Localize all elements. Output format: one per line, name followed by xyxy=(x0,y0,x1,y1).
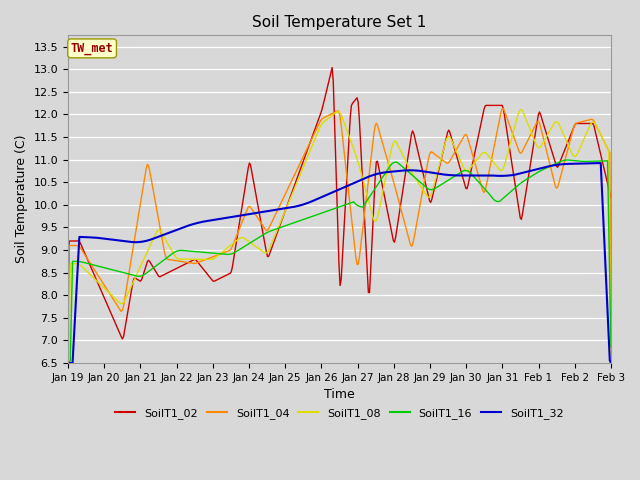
Line: SoilT1_32: SoilT1_32 xyxy=(68,163,611,363)
SoilT1_08 xyxy=(558,129,566,134)
Legend: SoilT1_02, SoilT1_04, SoilT1_08, SoilT1_16, SoilT1_32: SoilT1_02, SoilT1_04, SoilT1_08, SoilT1_… xyxy=(111,403,568,423)
SoilT1_16 xyxy=(564,157,572,163)
SoilT1_02 xyxy=(64,360,72,366)
SoilT1_32 xyxy=(368,173,376,179)
SoilT1_16 xyxy=(394,160,402,166)
SoilT1_04 xyxy=(558,168,566,173)
Line: SoilT1_02: SoilT1_02 xyxy=(68,68,611,363)
SoilT1_08 xyxy=(233,238,241,243)
SoilT1_08 xyxy=(518,107,525,112)
Title: Soil Temperature Set 1: Soil Temperature Set 1 xyxy=(252,15,427,30)
SoilT1_08 xyxy=(463,168,471,174)
SoilT1_08 xyxy=(368,210,376,216)
X-axis label: Time: Time xyxy=(324,388,355,401)
SoilT1_32 xyxy=(463,173,471,179)
SoilT1_04 xyxy=(607,319,615,324)
SoilT1_04 xyxy=(394,195,402,201)
SoilT1_02 xyxy=(558,153,566,159)
Text: TW_met: TW_met xyxy=(71,42,113,55)
SoilT1_32 xyxy=(293,204,301,209)
SoilT1_32 xyxy=(394,168,402,174)
SoilT1_02 xyxy=(607,195,615,201)
SoilT1_02 xyxy=(293,176,301,181)
SoilT1_02 xyxy=(233,236,241,241)
SoilT1_16 xyxy=(293,219,301,225)
SoilT1_04 xyxy=(463,133,471,139)
SoilT1_04 xyxy=(368,149,376,155)
Line: SoilT1_04: SoilT1_04 xyxy=(68,108,611,363)
SoilT1_08 xyxy=(607,351,615,357)
SoilT1_08 xyxy=(394,142,402,148)
SoilT1_16 xyxy=(368,191,376,196)
SoilT1_16 xyxy=(557,158,565,164)
SoilT1_32 xyxy=(597,160,605,166)
SoilT1_02 xyxy=(395,213,403,218)
SoilT1_04 xyxy=(293,167,301,173)
SoilT1_08 xyxy=(64,360,72,366)
Y-axis label: Soil Temperature (C): Soil Temperature (C) xyxy=(15,135,28,264)
SoilT1_02 xyxy=(369,221,377,227)
SoilT1_02 xyxy=(464,182,472,188)
SoilT1_32 xyxy=(233,213,241,219)
SoilT1_16 xyxy=(463,168,471,174)
SoilT1_32 xyxy=(607,360,615,366)
SoilT1_02 xyxy=(328,65,336,71)
SoilT1_08 xyxy=(293,180,301,185)
SoilT1_04 xyxy=(64,360,72,366)
SoilT1_04 xyxy=(499,106,507,111)
SoilT1_32 xyxy=(557,161,565,167)
SoilT1_16 xyxy=(64,360,72,366)
SoilT1_32 xyxy=(64,360,72,366)
SoilT1_16 xyxy=(233,248,241,254)
SoilT1_16 xyxy=(607,344,615,349)
Line: SoilT1_16: SoilT1_16 xyxy=(68,160,611,363)
Line: SoilT1_08: SoilT1_08 xyxy=(68,109,611,363)
SoilT1_04 xyxy=(233,232,241,238)
